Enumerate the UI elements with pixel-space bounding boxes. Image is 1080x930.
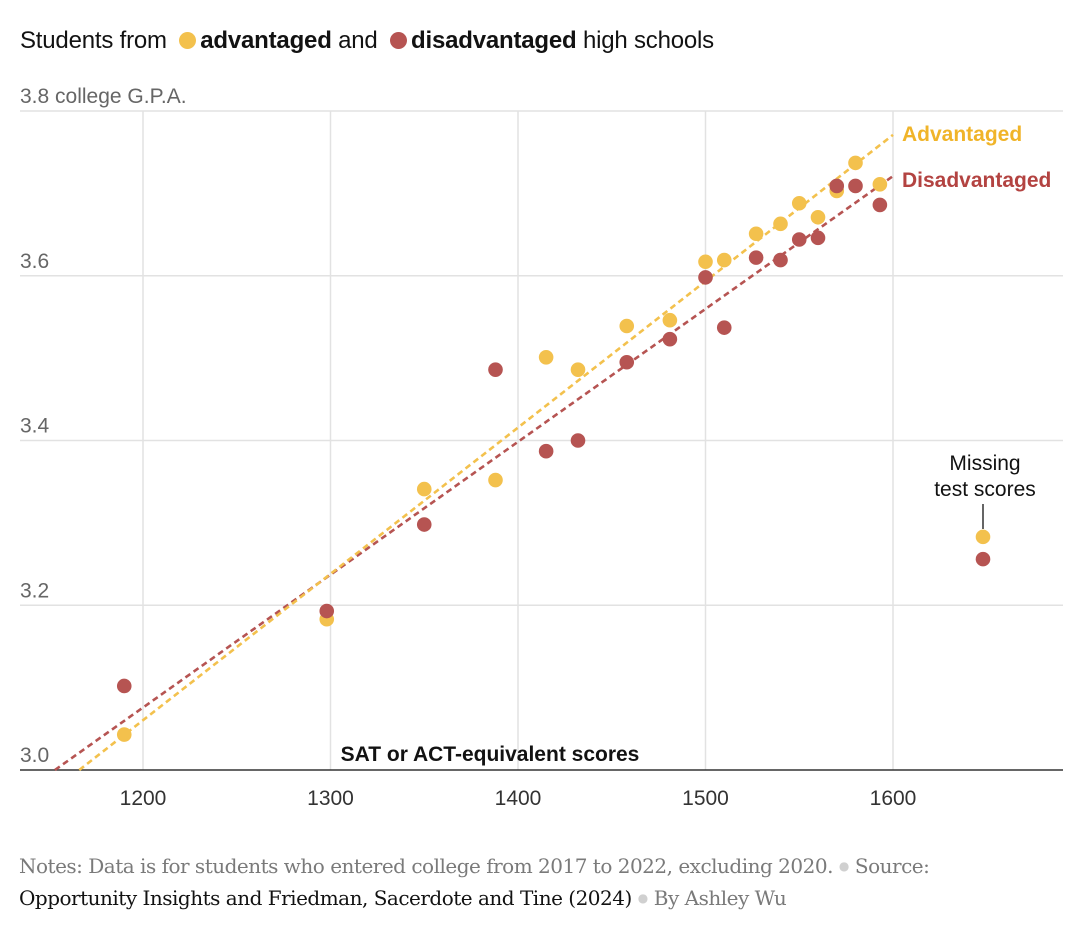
legend-advantaged-swatch [179, 32, 197, 49]
footer-separator: ● [637, 891, 648, 905]
y-tick-label: 3.4 [20, 415, 50, 438]
data-point-advantaged [810, 209, 826, 225]
data-point-disadvantaged [773, 252, 788, 268]
data-point-advantaged [488, 472, 503, 488]
data-point-advantaged [872, 177, 888, 192]
x-tick-label: 1600 [870, 787, 917, 810]
footer-source: Opportunity Insights and Friedman, Sacer… [19, 886, 632, 910]
data-point-disadvantaged [716, 320, 732, 335]
data-point-advantaged [748, 226, 764, 242]
missing-scores-point-disadvantaged [975, 551, 991, 567]
data-point-advantaged [662, 312, 678, 328]
legend-disadvantaged-swatch [390, 32, 408, 49]
y-tick-label: 3.0 [20, 744, 49, 767]
x-tick-label: 1300 [307, 787, 354, 810]
missing-scores-label-line1: Missing [949, 452, 1020, 475]
legend-advantaged-label: advantaged [200, 27, 332, 54]
data-point-disadvantaged [488, 362, 503, 377]
data-point-advantaged [619, 318, 635, 334]
data-point-advantaged [570, 362, 586, 377]
data-point-disadvantaged [848, 178, 863, 194]
data-point-disadvantaged [791, 232, 807, 247]
data-point-disadvantaged [748, 250, 764, 265]
footer-byline: By Ashley Wu [653, 886, 787, 910]
data-point-disadvantaged [116, 678, 132, 694]
legend-suffix: high schools [582, 27, 714, 54]
data-point-disadvantaged [619, 354, 635, 370]
y-tick-label: 3.6 [20, 250, 49, 273]
data-point-disadvantaged [662, 331, 678, 347]
x-axis-title: SAT or ACT-equivalent scores [341, 743, 640, 766]
data-point-disadvantaged [810, 230, 826, 246]
legend-disadvantaged-label: disadvantaged [411, 27, 577, 54]
trend-label-advantaged: Advantaged [902, 123, 1022, 146]
y-tick-label: 3.2 [20, 579, 49, 602]
data-point-advantaged [791, 195, 807, 211]
x-tick-label: 1200 [120, 787, 167, 810]
data-point-disadvantaged [319, 603, 335, 619]
footer-notes: Notes: Data is for students who entered … [19, 854, 833, 878]
data-point-advantaged [116, 727, 132, 742]
data-point-disadvantaged [829, 178, 845, 194]
data-point-disadvantaged [538, 443, 554, 459]
footer-separator: ● [838, 859, 849, 873]
data-point-disadvantaged [872, 197, 888, 213]
data-point-disadvantaged [698, 270, 713, 285]
data-point-advantaged [416, 481, 432, 497]
y-tick-label: 3.8 college G.P.A. [20, 85, 187, 108]
data-point-advantaged [716, 252, 732, 268]
data-point-advantaged [698, 254, 713, 270]
data-point-advantaged [773, 216, 788, 232]
x-tick-label: 1500 [682, 787, 729, 810]
trend-label-disadvantaged: Disadvantaged [902, 169, 1051, 192]
data-point-disadvantaged [570, 433, 586, 448]
data-point-advantaged [538, 350, 554, 365]
x-tick-label: 1400 [495, 787, 542, 810]
missing-scores-label-line2: test scores [934, 478, 1036, 501]
chart-footer: Notes: Data is for students who entered … [19, 850, 1069, 914]
legend-prefix: Students from [20, 27, 167, 54]
scatter-chart: 3.0 3.2 3.4 3.6 3.8 college G.P.A. 1200 1300 14… [20, 85, 1063, 810]
data-point-advantaged [848, 155, 863, 171]
trend-line-advantaged [78, 133, 894, 772]
missing-scores-point-advantaged [975, 529, 991, 545]
data-point-disadvantaged [416, 517, 432, 532]
chart-legend: Students from advantaged and disadvantag… [20, 26, 714, 56]
legend-and: and [338, 27, 378, 54]
trend-line-disadvantaged [54, 175, 894, 772]
footer-source-label: Source: [854, 854, 930, 878]
